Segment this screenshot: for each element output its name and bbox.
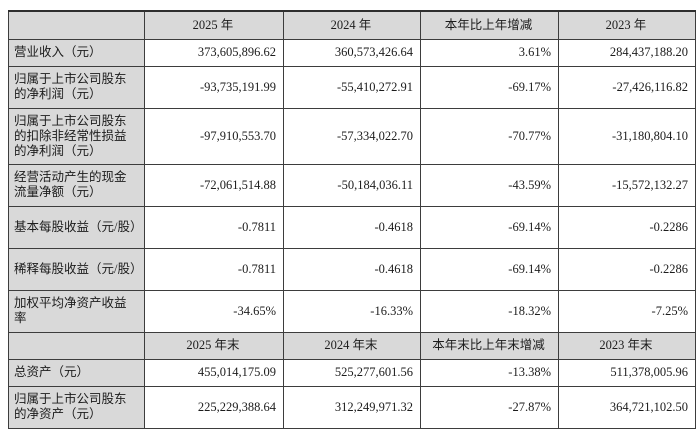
row-label-basic-eps: 基本每股收益（元/股） xyxy=(8,205,145,249)
header-yoy-change: 本年比上年增减 xyxy=(420,10,559,40)
header-2025: 2025 年 xyxy=(144,10,284,40)
row-label-total-assets: 总资产（元） xyxy=(8,358,145,387)
row-net-profit: 归属于上市公司股东的净利润（元） -93,735,191.99 -55,410,… xyxy=(8,65,696,109)
diluted-eps-2024: -0.4618 xyxy=(283,247,421,291)
net-profit-ex-yoy: -70.77% xyxy=(420,107,559,165)
net-assets-yoy: -27.87% xyxy=(420,385,559,429)
header-2023-end: 2023 年末 xyxy=(558,331,696,360)
cash-flow-yoy: -43.59% xyxy=(420,163,559,207)
total-assets-yoy: -13.38% xyxy=(420,358,559,387)
row-label-net-assets: 归属于上市公司股东的净资产（元） xyxy=(8,385,145,429)
net-profit-ex-2023: -31,180,804.10 xyxy=(558,107,696,165)
row-weighted-avg-roe: 加权平均净资产收益率 -34.65% -16.33% -18.32% -7.25… xyxy=(8,289,696,333)
revenue-yoy: 3.61% xyxy=(420,38,559,67)
header-year-end-change: 本年末比上年末增减 xyxy=(420,331,559,360)
row-diluted-eps: 稀释每股收益（元/股） -0.7811 -0.4618 -69.14% -0.2… xyxy=(8,247,696,291)
net-profit-2023: -27,426,116.82 xyxy=(558,65,696,109)
row-label-operating-cash-flow: 经营活动产生的现金流量净额（元） xyxy=(8,163,145,207)
financial-summary-table: 2025 年 2024 年 本年比上年增减 2023 年 营业收入（元） 373… xyxy=(8,10,696,429)
header-2024: 2024 年 xyxy=(283,10,421,40)
net-assets-2024: 312,249,971.32 xyxy=(283,385,421,429)
roe-2023: -7.25% xyxy=(558,289,696,333)
header-corner-blank xyxy=(8,10,145,40)
diluted-eps-2025: -0.7811 xyxy=(144,247,284,291)
basic-eps-2024: -0.4618 xyxy=(283,205,421,249)
header-row-year-end: 2025 年末 2024 年末 本年末比上年末增减 2023 年末 xyxy=(8,331,696,360)
diluted-eps-2023: -0.2286 xyxy=(558,247,696,291)
roe-yoy: -18.32% xyxy=(420,289,559,333)
header-corner-blank-2 xyxy=(8,331,145,360)
row-revenue: 营业收入（元） 373,605,896.62 360,573,426.64 3.… xyxy=(8,38,696,67)
row-total-assets: 总资产（元） 455,014,175.09 525,277,601.56 -13… xyxy=(8,358,696,387)
row-label-revenue: 营业收入（元） xyxy=(8,38,145,67)
net-profit-ex-2024: -57,334,022.70 xyxy=(283,107,421,165)
row-label-diluted-eps: 稀释每股收益（元/股） xyxy=(8,247,145,291)
header-2023: 2023 年 xyxy=(558,10,696,40)
total-assets-2023: 511,378,005.96 xyxy=(558,358,696,387)
header-2024-end: 2024 年末 xyxy=(283,331,421,360)
roe-2025: -34.65% xyxy=(144,289,284,333)
row-net-profit-ex-nonrecurring: 归属于上市公司股东的扣除非经常性损益的净利润（元） -97,910,553.70… xyxy=(8,107,696,165)
net-profit-yoy: -69.17% xyxy=(420,65,559,109)
roe-2024: -16.33% xyxy=(283,289,421,333)
cash-flow-2025: -72,061,514.88 xyxy=(144,163,284,207)
total-assets-2025: 455,014,175.09 xyxy=(144,358,284,387)
basic-eps-yoy: -69.14% xyxy=(420,205,559,249)
diluted-eps-yoy: -69.14% xyxy=(420,247,559,291)
total-assets-2024: 525,277,601.56 xyxy=(283,358,421,387)
cash-flow-2024: -50,184,036.11 xyxy=(283,163,421,207)
header-2025-end: 2025 年末 xyxy=(144,331,284,360)
basic-eps-2025: -0.7811 xyxy=(144,205,284,249)
basic-eps-2023: -0.2286 xyxy=(558,205,696,249)
revenue-2025: 373,605,896.62 xyxy=(144,38,284,67)
row-basic-eps: 基本每股收益（元/股） -0.7811 -0.4618 -69.14% -0.2… xyxy=(8,205,696,249)
net-assets-2023: 364,721,102.50 xyxy=(558,385,696,429)
cash-flow-2023: -15,572,132.27 xyxy=(558,163,696,207)
row-label-net-profit: 归属于上市公司股东的净利润（元） xyxy=(8,65,145,109)
header-row-annual: 2025 年 2024 年 本年比上年增减 2023 年 xyxy=(8,10,696,40)
net-profit-2024: -55,410,272.91 xyxy=(283,65,421,109)
row-operating-cash-flow: 经营活动产生的现金流量净额（元） -72,061,514.88 -50,184,… xyxy=(8,163,696,207)
net-profit-2025: -93,735,191.99 xyxy=(144,65,284,109)
net-assets-2025: 225,229,388.64 xyxy=(144,385,284,429)
row-net-assets: 归属于上市公司股东的净资产（元） 225,229,388.64 312,249,… xyxy=(8,385,696,429)
revenue-2023: 284,437,188.20 xyxy=(558,38,696,67)
row-label-net-profit-ex-nonrecurring: 归属于上市公司股东的扣除非经常性损益的净利润（元） xyxy=(8,107,145,165)
revenue-2024: 360,573,426.64 xyxy=(283,38,421,67)
row-label-weighted-avg-roe: 加权平均净资产收益率 xyxy=(8,289,145,333)
net-profit-ex-2025: -97,910,553.70 xyxy=(144,107,284,165)
